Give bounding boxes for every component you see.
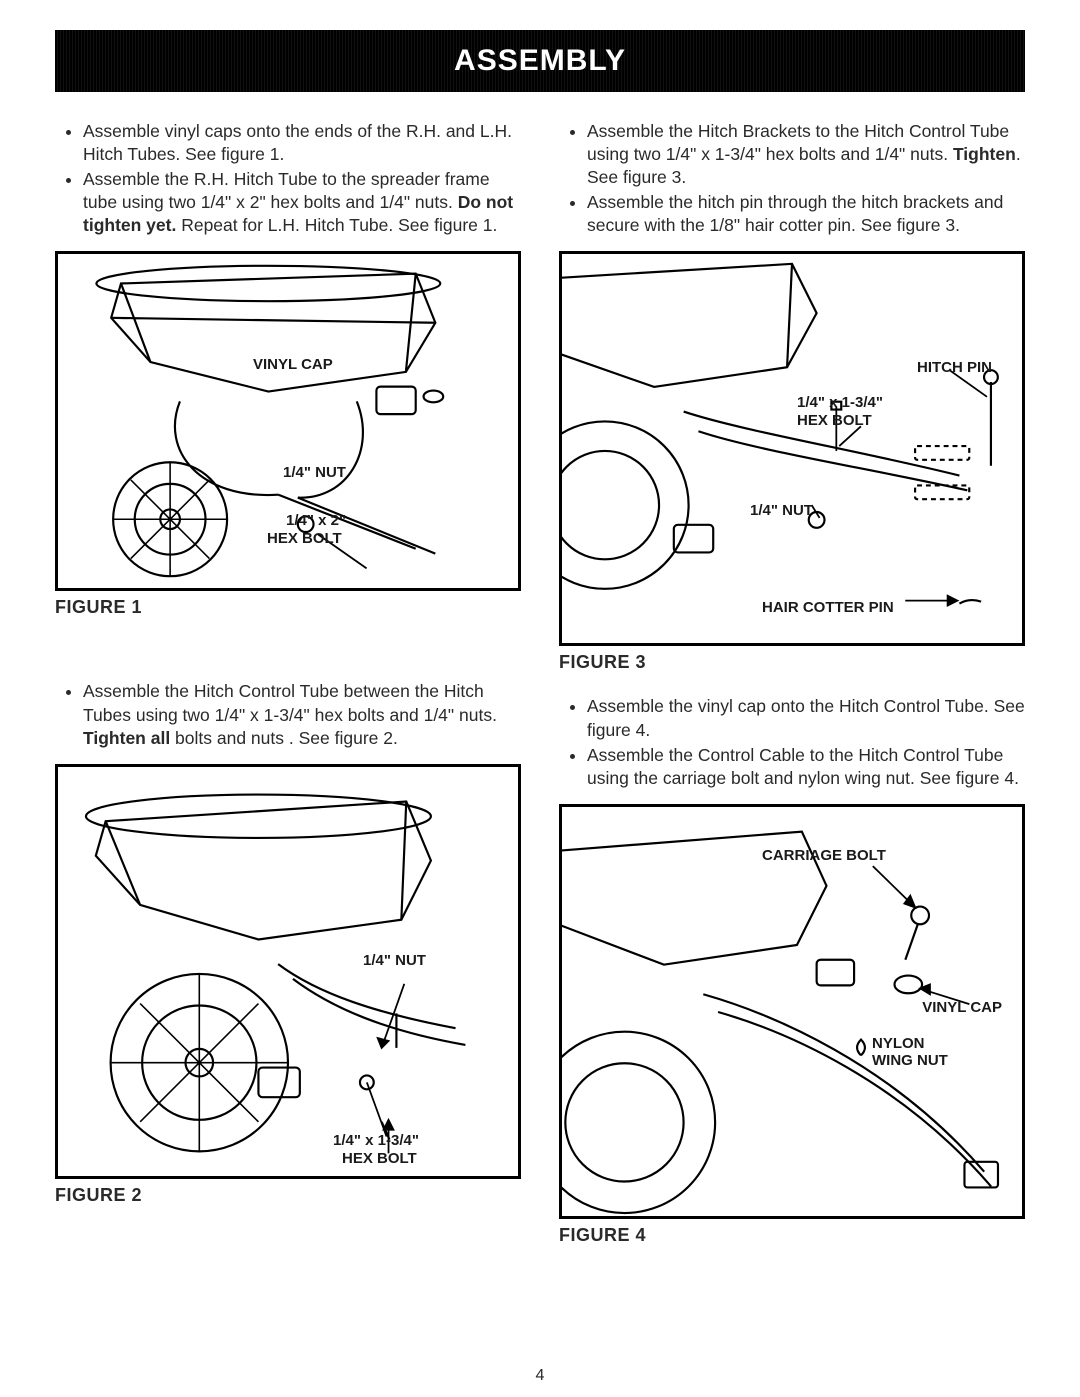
figure-1-caption: FIGURE 1 bbox=[55, 597, 521, 618]
callout-cotter: HAIR COTTER PIN bbox=[762, 599, 894, 616]
figure-2-box: 1/4" NUT 1/4" x 1-3/4" HEX BOLT bbox=[55, 764, 521, 1179]
content-columns: Assemble vinyl caps onto the ends of the… bbox=[55, 120, 1025, 1246]
left-instructions-mid: Assemble the Hitch Control Tube between … bbox=[55, 680, 521, 749]
figure-3-caption: FIGURE 3 bbox=[559, 652, 1025, 673]
right-column: Assemble the Hitch Brackets to the Hitch… bbox=[559, 120, 1025, 1246]
instruction-item: Assemble the hitch pin through the hitch… bbox=[587, 191, 1025, 237]
callout-carriage: CARRIAGE BOLT bbox=[762, 847, 886, 864]
figure-3-box: HITCH PIN 1/4" x 1-3/4" HEX BOLT 1/4" NU… bbox=[559, 251, 1025, 646]
callout-bolt-size: 1/4" x 1-3/4" bbox=[797, 394, 883, 411]
page-number: 4 bbox=[0, 1367, 1080, 1385]
callout-bolt: HEX BOLT bbox=[342, 1150, 417, 1167]
callout-bolt-size: 1/4" x 1-3/4" bbox=[333, 1132, 419, 1149]
section-header: ASSEMBLY bbox=[55, 30, 1025, 92]
callout-bolt: HEX BOLT bbox=[267, 530, 342, 547]
callout-nut: 1/4" NUT bbox=[750, 502, 813, 519]
right-instructions-mid: Assemble the vinyl cap onto the Hitch Co… bbox=[559, 695, 1025, 789]
figure-2-caption: FIGURE 2 bbox=[55, 1185, 521, 1206]
callout-bolt: HEX BOLT bbox=[797, 412, 872, 429]
instruction-item: Assemble the Control Cable to the Hitch … bbox=[587, 744, 1025, 790]
instruction-item: Assemble the R.H. Hitch Tube to the spre… bbox=[83, 168, 521, 237]
figure-4-caption: FIGURE 4 bbox=[559, 1225, 1025, 1246]
left-instructions-top: Assemble vinyl caps onto the ends of the… bbox=[55, 120, 521, 237]
callout-vinyl-cap: VINYL CAP bbox=[922, 999, 1002, 1016]
callout-nut: 1/4" NUT bbox=[283, 464, 346, 481]
callout-hitch-pin: HITCH PIN bbox=[917, 359, 992, 376]
instruction-item: Assemble vinyl caps onto the ends of the… bbox=[83, 120, 521, 166]
figure-3-drawing bbox=[562, 254, 1022, 643]
figure-1-box: VINYL CAP 1/4" NUT 1/4" x 2" HEX BOLT bbox=[55, 251, 521, 591]
right-instructions-top: Assemble the Hitch Brackets to the Hitch… bbox=[559, 120, 1025, 237]
callout-wing-nut-b: WING NUT bbox=[872, 1052, 948, 1069]
callout-vinyl-cap: VINYL CAP bbox=[253, 356, 333, 373]
left-column: Assemble vinyl caps onto the ends of the… bbox=[55, 120, 521, 1246]
callout-wing-nut-a: NYLON bbox=[872, 1035, 925, 1052]
instruction-item: Assemble the Hitch Brackets to the Hitch… bbox=[587, 120, 1025, 189]
figure-4-box: CARRIAGE BOLT VINYL CAP NYLON WING NUT bbox=[559, 804, 1025, 1219]
callout-nut: 1/4" NUT bbox=[363, 952, 426, 969]
figure-2-drawing bbox=[58, 767, 518, 1176]
instruction-item: Assemble the vinyl cap onto the Hitch Co… bbox=[587, 695, 1025, 741]
instruction-item: Assemble the Hitch Control Tube between … bbox=[83, 680, 521, 749]
callout-bolt-size: 1/4" x 2" bbox=[286, 512, 346, 529]
